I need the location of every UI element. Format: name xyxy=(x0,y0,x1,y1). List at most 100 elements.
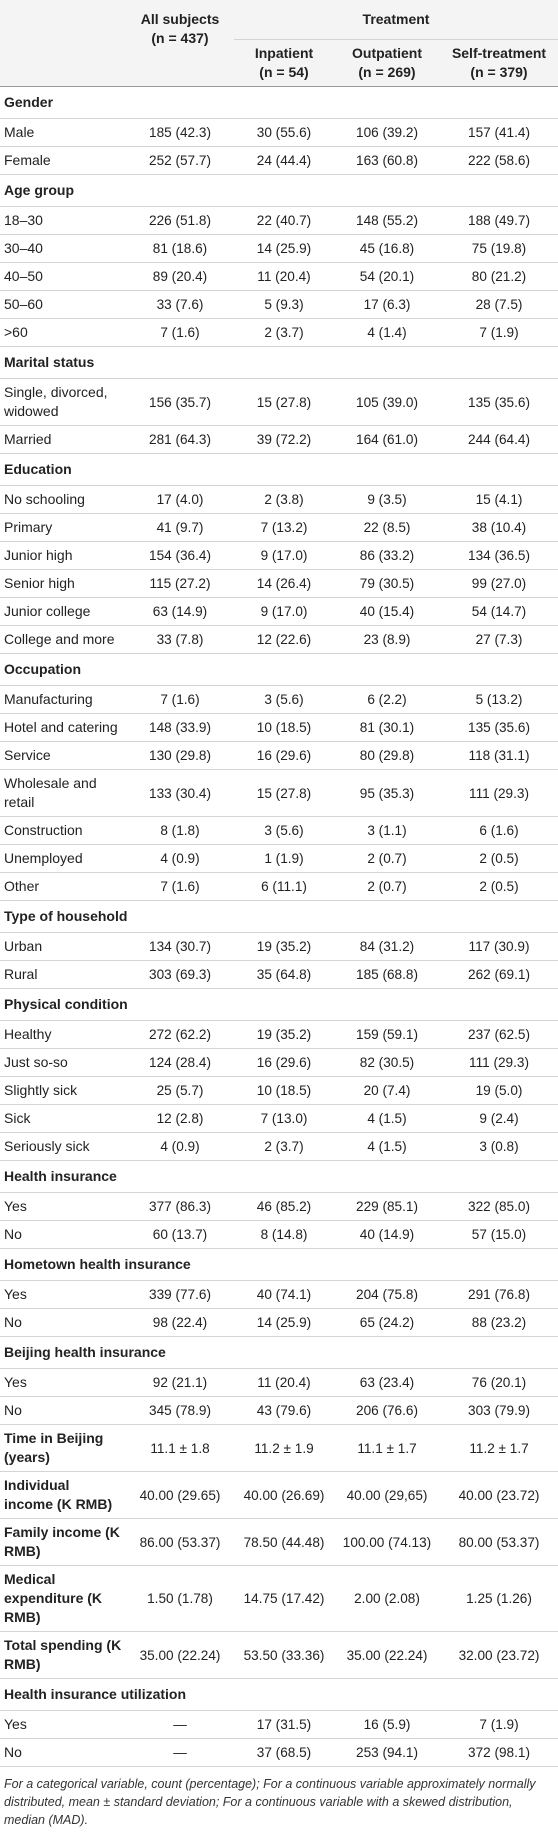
row-label: Female xyxy=(0,146,126,175)
table-row: 18–30 226 (51.8) 22 (40.7) 148 (55.2) 188 (4… xyxy=(0,206,558,235)
cell: 10 (18.5) xyxy=(234,713,334,742)
cell: 11.1 ± 1.7 xyxy=(334,1424,440,1472)
cell: 7 (13.0) xyxy=(234,1104,334,1133)
table-row: Unemployed 4 (0.9) 1 (1.9) 2 (0.7) 2 (0.5) xyxy=(0,844,558,873)
cell: 8 (1.8) xyxy=(126,816,234,845)
cell: 38 (10.4) xyxy=(440,513,558,542)
cell: 105 (39.0) xyxy=(334,378,440,426)
header-text: All subjects xyxy=(140,11,220,27)
cell: 5 (13.2) xyxy=(440,685,558,714)
cell: 164 (61.0) xyxy=(334,425,440,454)
cell: 46 (85.2) xyxy=(234,1192,334,1221)
cell: 76 (20.1) xyxy=(440,1368,558,1397)
cell: 2 (0.5) xyxy=(440,844,558,873)
cell: 111 (29.3) xyxy=(440,769,558,817)
column-header: Self-treatment (n = 379) xyxy=(440,39,558,87)
cell: 19 (5.0) xyxy=(440,1076,558,1105)
cell: 16 (29.6) xyxy=(234,1048,334,1077)
cell: 303 (79.9) xyxy=(440,1396,558,1425)
cell: 8 (14.8) xyxy=(234,1220,334,1249)
cell: 281 (64.3) xyxy=(126,425,234,454)
section-title: Marital status xyxy=(0,346,558,379)
table-row: Primary 41 (9.7) 7 (13.2) 22 (8.5) 38 (10.4) xyxy=(0,513,558,542)
cell: 89 (20.4) xyxy=(126,262,234,291)
cell: 206 (76.6) xyxy=(334,1396,440,1425)
cell: 86.00 (53.37) xyxy=(126,1518,234,1566)
cell: 63 (23.4) xyxy=(334,1368,440,1397)
section-row: Beijing health insurance xyxy=(0,1336,558,1369)
column-header: Inpatient (n = 54) xyxy=(234,39,334,87)
cell: 57 (15.0) xyxy=(440,1220,558,1249)
cell: 157 (41.4) xyxy=(440,118,558,147)
section-title: Type of household xyxy=(0,900,558,933)
cell: 10 (18.5) xyxy=(234,1076,334,1105)
row-label: Yes xyxy=(0,1710,126,1739)
cell: 19 (35.2) xyxy=(234,1020,334,1049)
cell: 100.00 (74.13) xyxy=(334,1518,440,1566)
table-row: Yes 339 (77.6) 40 (74.1) 204 (75.8) 291 (76.… xyxy=(0,1280,558,1309)
cell: — xyxy=(126,1738,234,1767)
header-text: Outpatient xyxy=(352,45,422,61)
cell: 27 (7.3) xyxy=(440,625,558,654)
row-label: No xyxy=(0,1308,126,1337)
cell: 30 (55.6) xyxy=(234,118,334,147)
cell: 1 (1.9) xyxy=(234,844,334,873)
cell: 37 (68.5) xyxy=(234,1738,334,1767)
cell: 345 (78.9) xyxy=(126,1396,234,1425)
cell: 7 (1.9) xyxy=(440,1710,558,1739)
cell: 272 (62.2) xyxy=(126,1020,234,1049)
cell: 79 (30.5) xyxy=(334,569,440,598)
cell: 185 (42.3) xyxy=(126,118,234,147)
row-label: Time in Beijing (years) xyxy=(0,1424,126,1472)
section-title: Education xyxy=(0,453,558,486)
cell: 3 (1.1) xyxy=(334,816,440,845)
cell: 40.00 (29,65) xyxy=(334,1471,440,1519)
table-row: No —37 (68.5) 253 (94.1) 372 (98.1) xyxy=(0,1738,558,1767)
header-n: (n = 379) xyxy=(470,64,528,80)
row-label: Individual income (K RMB) xyxy=(0,1471,126,1519)
cell: 262 (69.1) xyxy=(440,960,558,989)
cell: 14.75 (17.42) xyxy=(234,1565,334,1632)
group-header: Treatment xyxy=(234,0,558,40)
row-label: Construction xyxy=(0,816,126,845)
row-label: Total spending (K RMB) xyxy=(0,1631,126,1679)
row-label: Sick xyxy=(0,1104,126,1133)
cell: 80 (21.2) xyxy=(440,262,558,291)
cell: 17 (4.0) xyxy=(126,485,234,514)
cell: 377 (86.3) xyxy=(126,1192,234,1221)
table-row: Senior high 115 (27.2) 14 (26.4) 79 (30.5) 9… xyxy=(0,569,558,598)
row-label: Yes xyxy=(0,1192,126,1221)
table-row: Medical expenditure (K RMB) 1.50 (1.78) 14… xyxy=(0,1565,558,1632)
cell: 4 (1.5) xyxy=(334,1104,440,1133)
cell: 24 (44.4) xyxy=(234,146,334,175)
row-label: 30–40 xyxy=(0,234,126,263)
cell: 7 (1.6) xyxy=(126,685,234,714)
cell: 3 (5.6) xyxy=(234,816,334,845)
section-row: Marital status xyxy=(0,346,558,379)
section-row: Education xyxy=(0,453,558,486)
section-row: Type of household xyxy=(0,900,558,933)
cell: 88 (23.2) xyxy=(440,1308,558,1337)
section-row: Hometown health insurance xyxy=(0,1248,558,1281)
cell: 78.50 (44.48) xyxy=(234,1518,334,1566)
table-row: Junior college 63 (14.9) 9 (17.0) 40 (15.4)… xyxy=(0,597,558,626)
cell: 4 (0.9) xyxy=(126,844,234,873)
row-label: 50–60 xyxy=(0,290,126,319)
cell: 4 (1.5) xyxy=(334,1132,440,1161)
cell: 11.2 ± 1.9 xyxy=(234,1424,334,1472)
cell: 16 (29.6) xyxy=(234,741,334,770)
cell: 12 (2.8) xyxy=(126,1104,234,1133)
table-row: Manufacturing 7 (1.6) 3 (5.6) 6 (2.2) 5 (13.… xyxy=(0,685,558,714)
section-row: Health insurance xyxy=(0,1160,558,1193)
cell: 135 (35.6) xyxy=(440,378,558,426)
cell: 303 (69.3) xyxy=(126,960,234,989)
cell: 28 (7.5) xyxy=(440,290,558,319)
row-label: Single, divorced, widowed xyxy=(0,378,126,426)
cell: 156 (35.7) xyxy=(126,378,234,426)
section-row: Gender xyxy=(0,86,558,119)
cell: 7 (13.2) xyxy=(234,513,334,542)
cell: 40 (14.9) xyxy=(334,1220,440,1249)
row-label: Unemployed xyxy=(0,844,126,873)
cell: 291 (76.8) xyxy=(440,1280,558,1309)
cell: 40.00 (29.65) xyxy=(126,1471,234,1519)
